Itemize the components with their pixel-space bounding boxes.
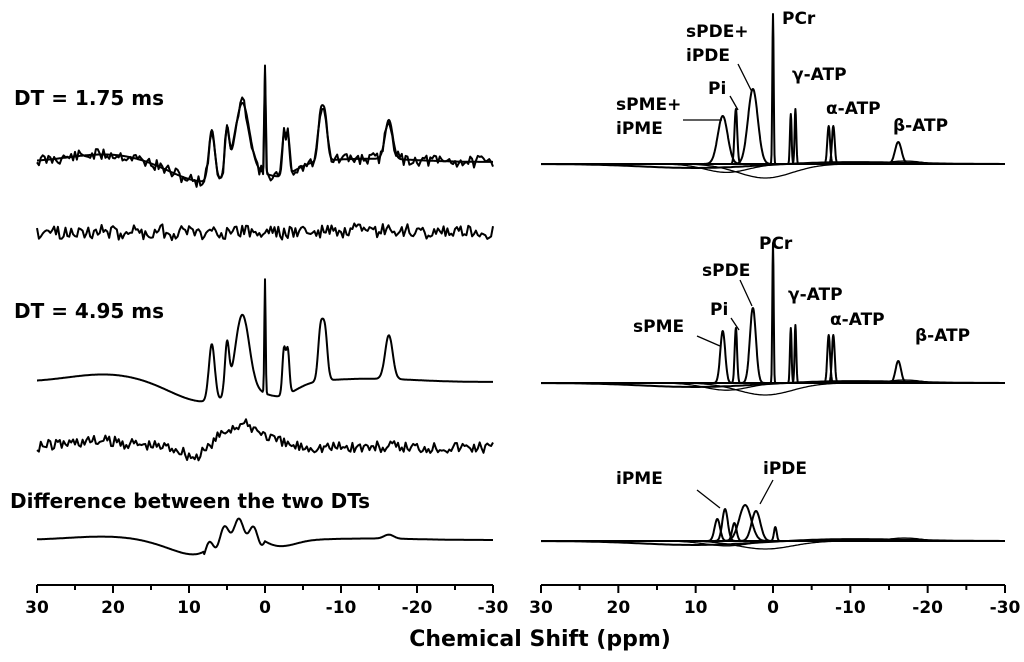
- annot-beta-atp: β-ATP: [893, 116, 948, 136]
- left-tick-label-5: -20: [402, 598, 433, 618]
- right-dt2-component-fits: [540, 242, 1006, 396]
- difference-label: Difference between the two DTs: [10, 489, 370, 513]
- dt1-component-9: [540, 141, 1006, 165]
- right-tick-label-3: 0: [767, 598, 779, 618]
- annot-gamma-atp-2: γ-ATP: [788, 285, 843, 305]
- left-tick-label-6: -30: [478, 598, 509, 618]
- annot-pcr-2: PCr: [759, 234, 793, 254]
- left-tick-label-1: 20: [101, 598, 125, 618]
- leader-spde: [739, 279, 753, 307]
- leader-pi: [729, 95, 739, 111]
- x-axis-title: Chemical Shift (ppm): [409, 627, 671, 652]
- dt1-fit-trace: [36, 70, 494, 183]
- dt2-component-4: [540, 242, 1006, 384]
- annot-ipme-3: iPME: [616, 469, 663, 489]
- annot-pi-2: Pi: [710, 300, 728, 320]
- leader-ipde: [737, 63, 753, 93]
- diff-component-6: [540, 526, 1006, 542]
- dt1-component-4: [540, 13, 1006, 165]
- dt1-label: DT = 1.75 ms: [14, 86, 164, 110]
- right-tick-label-4: -10: [835, 598, 866, 618]
- left-tick-label-0: 30: [25, 598, 49, 618]
- dt2-label: DT = 4.95 ms: [14, 299, 164, 323]
- annotations-dt1: sPDE+ iPDE PCr Pi γ-ATP sPME+ iPME α-ATP…: [616, 9, 948, 139]
- right-tick-label-6: -30: [990, 598, 1021, 618]
- right-tick-label-2: 10: [684, 598, 708, 618]
- annot-ipme: iPME: [616, 119, 663, 139]
- right-tick-label-1: 20: [606, 598, 630, 618]
- dt2-residual-trace: [36, 418, 494, 462]
- leader-ipme-3: [696, 489, 721, 509]
- dt1-residual-trace: [36, 222, 494, 242]
- dt2-component-9: [540, 360, 1006, 384]
- right-tick-label-0: 30: [529, 598, 553, 618]
- right-difference-component-fits: [540, 504, 1006, 550]
- right-dt1-component-fits: [540, 13, 1006, 179]
- annotations-dt2: PCr sPDE γ-ATP Pi α-ATP sPME β-ATP: [633, 234, 970, 347]
- right-tick-label-5: -20: [912, 598, 943, 618]
- leader-spme-2: [696, 335, 721, 347]
- annot-ipde-3: iPDE: [763, 459, 807, 479]
- leader-pi-2: [730, 317, 740, 331]
- annot-alpha-atp-2: α-ATP: [830, 310, 885, 330]
- annot-gamma-atp: γ-ATP: [792, 65, 847, 85]
- annot-spde: sPDE: [702, 261, 750, 281]
- left-panel: DT = 1.75 ms DT = 4.95 ms Difference bet…: [10, 64, 509, 618]
- difference-trace: [36, 517, 494, 556]
- annot-spme: sPME: [633, 317, 684, 337]
- left-tick-label-4: -10: [326, 598, 357, 618]
- annot-pi: Pi: [708, 79, 726, 99]
- left-tick-label-2: 10: [177, 598, 201, 618]
- right-x-ticks: 30 20 10 0 -10 -20 -30: [529, 585, 1021, 618]
- annot-spde-plus: sPDE+: [686, 22, 749, 42]
- left-x-ticks: 30 20 10 0 -10 -20 -30: [25, 585, 509, 618]
- leader-ipde-3: [759, 479, 774, 505]
- annotations-difference: iPME iPDE: [616, 459, 807, 509]
- left-tick-label-3: 0: [259, 598, 271, 618]
- annot-alpha-atp: α-ATP: [826, 99, 881, 119]
- annot-pcr: PCr: [782, 9, 816, 29]
- annot-spme-plus: sPME+: [616, 95, 681, 115]
- dt1-spectrum-trace: [36, 64, 494, 188]
- annot-beta-atp-2: β-ATP: [915, 326, 970, 346]
- dt2-fit-trace: [36, 278, 494, 403]
- right-panel: sPDE+ iPDE PCr Pi γ-ATP sPME+ iPME α-ATP…: [529, 9, 1020, 618]
- annot-ipde: iPDE: [686, 46, 730, 66]
